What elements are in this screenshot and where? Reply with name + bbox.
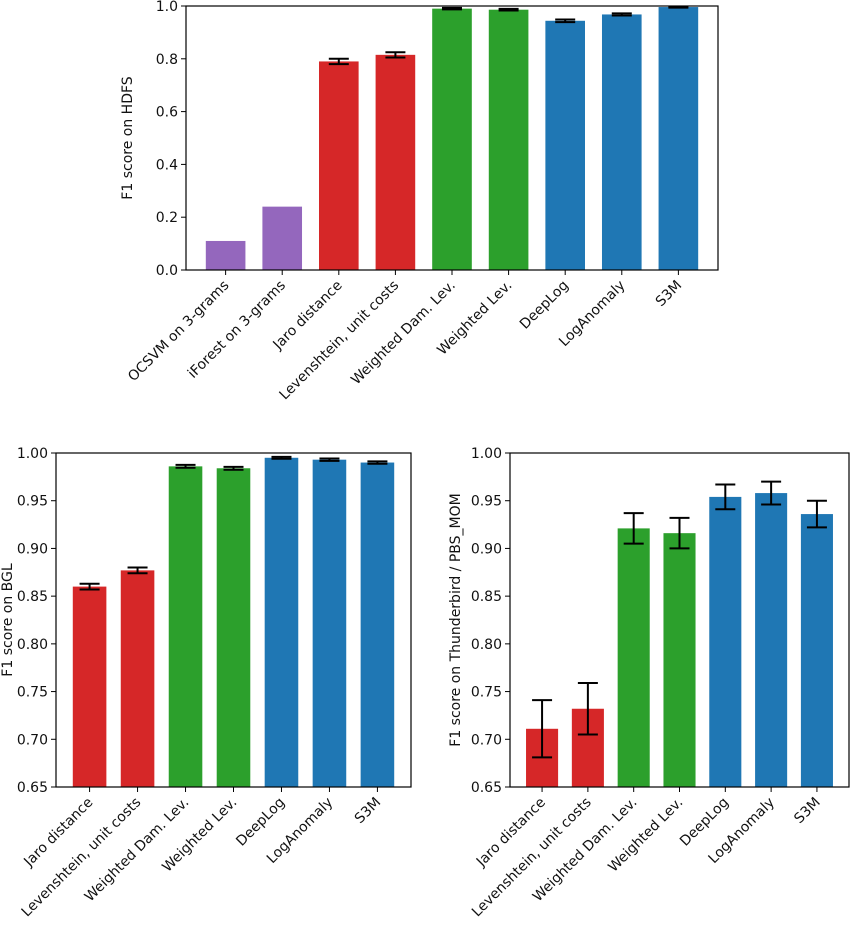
error-bar	[611, 12, 632, 17]
error-bar	[623, 512, 644, 545]
y-tick-label: 0.75	[471, 685, 502, 701]
y-axis-label: F1 score on BGL	[0, 563, 16, 677]
x-tick-label: Weighted Dam. Lev.	[348, 278, 459, 389]
error-bar	[79, 582, 100, 591]
bar	[168, 466, 203, 787]
y-tick-label: 0.70	[17, 732, 48, 748]
y-tick-label: 0.8	[156, 52, 178, 68]
y-tick-label: 0.4	[156, 157, 178, 173]
y-tick-label: 0.85	[17, 589, 48, 605]
error-bar	[555, 18, 576, 24]
x-tick-label: iForest on 3-grams	[185, 278, 289, 382]
y-tick-label: 0.75	[17, 685, 48, 701]
bar	[800, 514, 833, 787]
y-tick-label: 0.80	[17, 637, 48, 653]
bar	[617, 528, 650, 787]
x-tick-label: S3M	[653, 278, 685, 310]
bar	[488, 9, 529, 270]
error-bar	[715, 483, 736, 511]
bar	[755, 493, 788, 787]
bar	[432, 8, 472, 270]
axes-frame	[509, 452, 850, 788]
error-bar	[328, 57, 349, 66]
y-tick-label: 0.80	[471, 637, 502, 653]
y-axis-label: F1 score on Thunderbird / PBS_MOM	[448, 493, 464, 746]
y-tick-label: 0.2	[156, 210, 178, 226]
bar	[658, 7, 699, 270]
y-tick-label: 0.0	[156, 263, 178, 279]
error-bar	[442, 6, 462, 11]
y-tick-label: 0.90	[17, 541, 48, 557]
x-tick-label: DeepLog	[517, 278, 572, 333]
error-bar	[532, 699, 553, 759]
x-tick-label: S3M	[352, 795, 384, 827]
bar	[375, 54, 416, 271]
bar	[545, 20, 585, 271]
x-tick-label: OCSVM on 3-grams	[125, 278, 232, 385]
y-tick-label: 1.00	[471, 446, 502, 462]
y-tick-label: 0.65	[17, 780, 48, 796]
bar	[360, 462, 395, 787]
error-bar	[271, 455, 292, 460]
error-bar	[127, 566, 148, 575]
bar	[120, 570, 155, 787]
error-bar	[385, 51, 406, 59]
error-bar	[577, 681, 598, 736]
error-bar	[367, 460, 388, 465]
bar	[216, 468, 251, 787]
error-bar	[319, 457, 340, 462]
bar	[72, 586, 107, 787]
bar	[601, 14, 642, 271]
y-tick-label: 0.70	[471, 732, 502, 748]
y-tick-label: 0.95	[17, 494, 48, 510]
bar	[709, 496, 742, 787]
axes-frame	[185, 5, 719, 271]
y-tick-label: 0.85	[471, 589, 502, 605]
error-bar	[498, 7, 519, 12]
y-tick-label: 0.65	[471, 780, 502, 796]
bar	[262, 206, 303, 270]
x-tick-label: S3M	[791, 795, 823, 827]
error-bar	[669, 516, 690, 550]
bar	[312, 459, 347, 787]
error-bar	[761, 480, 782, 506]
bar	[205, 240, 246, 270]
y-tick-label: 0.90	[471, 541, 502, 557]
bar	[264, 457, 299, 787]
error-bar	[175, 463, 196, 469]
y-tick-label: 0.6	[156, 105, 178, 121]
error-bar	[223, 465, 244, 471]
bar	[663, 533, 696, 787]
y-tick-label: 0.95	[471, 494, 502, 510]
error-bar	[668, 5, 689, 9]
axes-frame	[55, 452, 412, 788]
bar	[319, 61, 359, 270]
y-tick-label: 1.0	[156, 0, 178, 15]
y-tick-label: 1.00	[17, 446, 48, 462]
y-axis-label: F1 score on HDFS	[120, 76, 136, 199]
error-bar	[806, 499, 827, 529]
